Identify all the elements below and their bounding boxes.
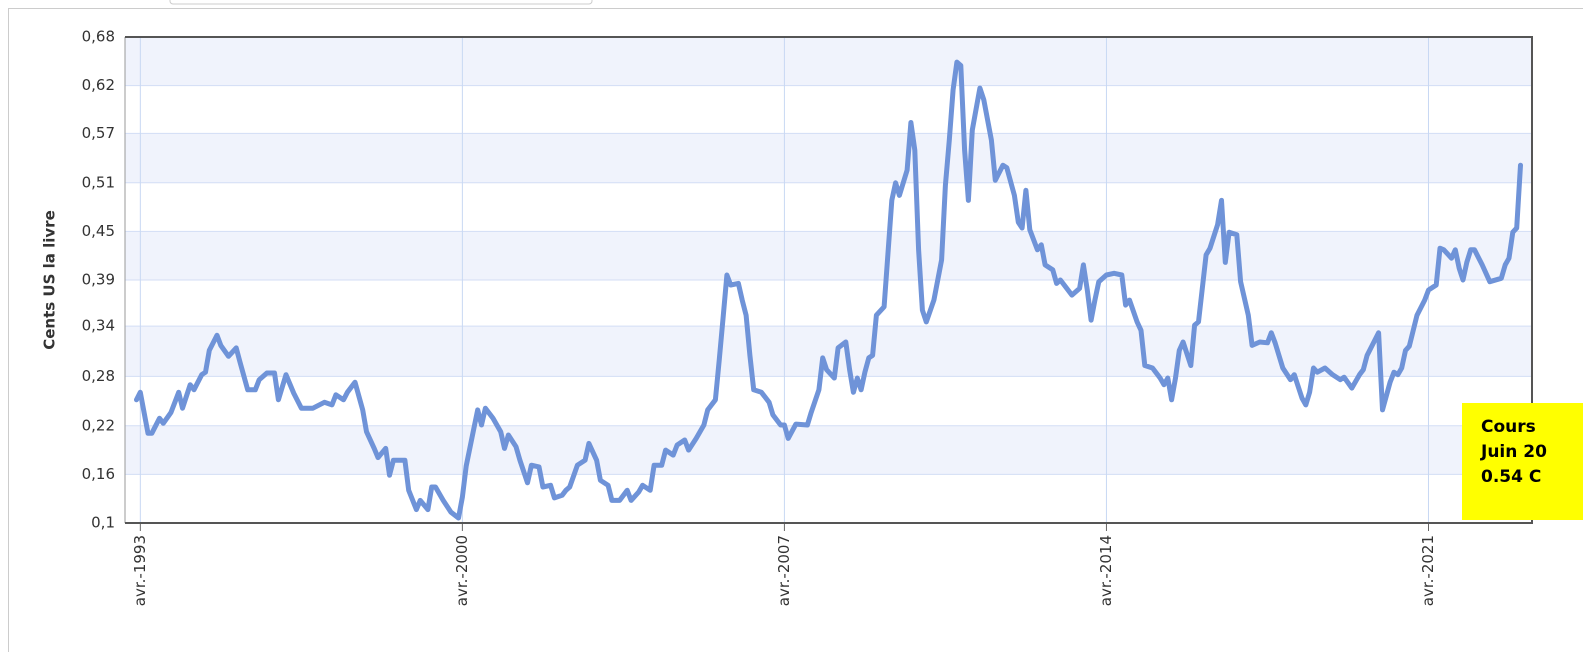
y-tick-label: 0,45 (82, 222, 115, 240)
x-tick-label: avr.-1993 (131, 535, 149, 606)
y-tick-label: 0,16 (82, 465, 115, 483)
annotation-line: Cours (1481, 417, 1536, 437)
annotation-line: 0.54 C (1481, 467, 1541, 487)
y-tick-label: 0,28 (82, 367, 115, 385)
x-tick-label: avr.-2021 (1419, 535, 1437, 606)
plot-border (125, 36, 1533, 524)
y-axis-title: Cents US la livre (41, 210, 59, 350)
y-tick-label: 0,39 (82, 271, 115, 289)
y-tick-label: 0,68 (82, 28, 115, 46)
y-tick-label: 0,57 (82, 124, 115, 142)
grid-band (125, 231, 1532, 280)
y-tick-label: 0,51 (82, 173, 115, 191)
grid-band (125, 133, 1532, 183)
toolbar-fragment (169, 0, 593, 5)
annotation-box (1462, 403, 1583, 520)
annotation-line: Juin 20 (1480, 442, 1547, 462)
y-tick-label: 0,1 (91, 514, 115, 532)
y-tick-label: 0,62 (82, 76, 115, 94)
x-tick-label: avr.-2000 (453, 535, 471, 606)
grid-band (125, 425, 1532, 475)
grid-band (125, 37, 1532, 86)
x-tick-label: avr.-2014 (1097, 535, 1115, 606)
y-tick-label: 0,34 (82, 317, 115, 335)
data-line (134, 59, 1523, 521)
plot-area: 0,1 0,16 0,22 0,28 0,34 0,39 0,45 0,51 0,57 0,62 0… (82, 28, 1533, 606)
y-tick-label: 0,22 (82, 416, 115, 434)
x-tick-label: avr.-2007 (775, 535, 793, 606)
